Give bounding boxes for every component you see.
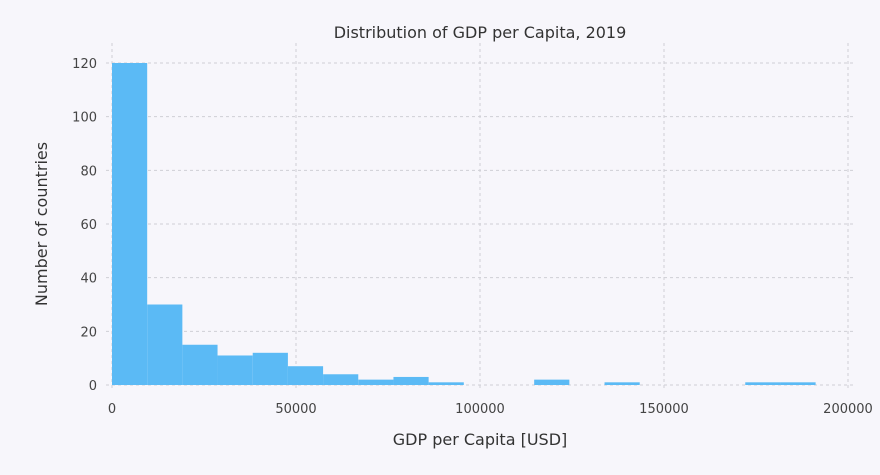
histogram-bar	[428, 382, 464, 385]
histogram-bar	[182, 344, 218, 385]
histogram-bar	[323, 374, 359, 385]
histogram-bar	[252, 352, 288, 385]
y-tick-label: 120	[72, 57, 97, 72]
x-tick-label: 50000	[275, 402, 316, 417]
x-tick-label: 0	[108, 402, 116, 417]
y-tick-label: 20	[80, 325, 97, 340]
histogram-bar	[393, 376, 429, 385]
histogram-bar	[604, 382, 640, 385]
histogram-bar	[534, 379, 570, 385]
histogram-bar	[745, 382, 781, 385]
y-tick-label: 60	[80, 218, 97, 233]
x-tick-labels: 0 50000 100000 150000 200000	[108, 402, 873, 417]
y-tick-label: 40	[80, 272, 97, 287]
x-tick-label: 200000	[823, 402, 873, 417]
histogram-bar	[147, 304, 183, 385]
histogram-bar	[287, 366, 324, 385]
chart-title: Distribution of GDP per Capita, 2019	[334, 23, 627, 42]
histogram-bar	[358, 379, 394, 385]
y-tick-label: 0	[89, 379, 97, 394]
histogram-bar	[217, 355, 253, 385]
histogram-bar	[780, 382, 816, 385]
histogram-bar	[112, 63, 148, 385]
x-tick-label: 150000	[639, 402, 689, 417]
y-tick-label: 80	[80, 164, 97, 179]
x-tick-label: 100000	[455, 402, 505, 417]
x-axis-label: GDP per Capita [USD]	[393, 430, 568, 449]
y-tick-label: 100	[72, 111, 97, 126]
bars	[112, 63, 816, 385]
y-tick-labels: 0 20 40 60 80 100 120	[72, 57, 97, 394]
y-axis-label: Number of countries	[32, 142, 51, 306]
